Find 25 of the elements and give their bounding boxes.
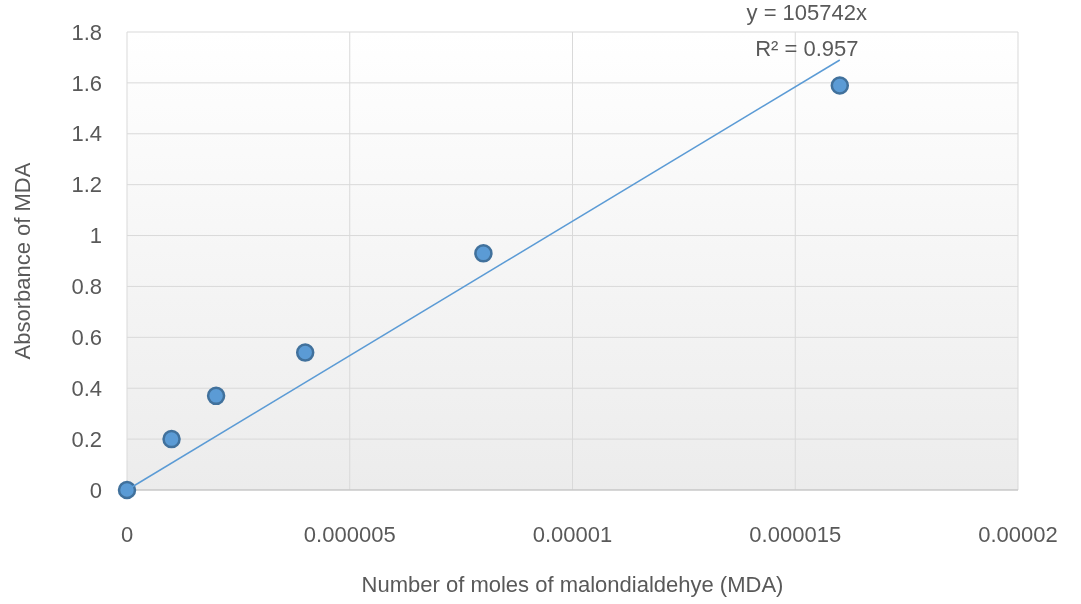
point xyxy=(295,343,315,362)
point xyxy=(162,429,181,449)
x-tick-label: 0.000005 xyxy=(303,522,396,547)
y-tick-label: 1.6 xyxy=(71,70,102,96)
y-tick-label: 0.6 xyxy=(71,325,102,351)
x-axis-title: Number of moles of malondialdehye (MDA) xyxy=(361,572,784,597)
y-tick-label: 0.8 xyxy=(71,274,102,300)
x-tick-label: 0 xyxy=(120,522,134,547)
point xyxy=(474,244,493,263)
y-tick-label: 1.8 xyxy=(71,19,102,45)
x-tick-label: 0.00002 xyxy=(978,522,1058,547)
x-tick-label: 0.000015 xyxy=(749,522,842,547)
y-axis-title: Absorbance of MDA xyxy=(10,162,35,360)
y-tick-label: 1 xyxy=(89,223,102,249)
y-tick-label: 0.4 xyxy=(71,375,102,401)
y-tick-label: 1.4 xyxy=(71,121,102,147)
point xyxy=(206,386,226,406)
text: y = 105742x xyxy=(746,0,868,25)
point xyxy=(830,76,850,95)
point xyxy=(117,480,137,500)
x-tick-label: 0.00001 xyxy=(532,522,613,547)
y-tick-label: 1.2 xyxy=(71,172,102,198)
y-tick-label: 0 xyxy=(89,477,102,503)
y-tick-label: 0.2 xyxy=(71,426,102,452)
annotation: R² = 0.957 xyxy=(755,35,859,61)
